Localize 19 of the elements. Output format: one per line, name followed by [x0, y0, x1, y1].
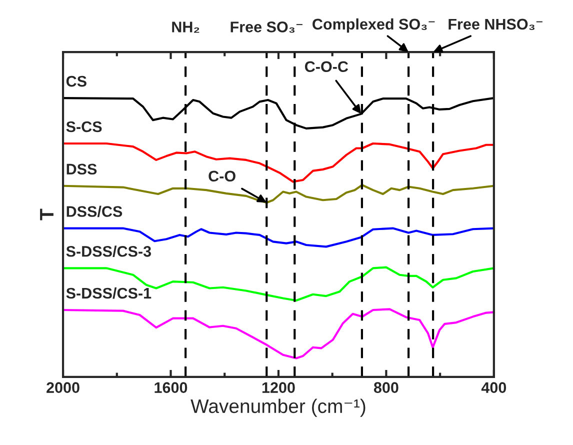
- series-label: CS: [66, 76, 86, 87]
- series-label: DSS/CS: [66, 206, 122, 218]
- x-tick-label: 2000: [46, 382, 80, 393]
- x-axis-title: Wavenumber (cm⁻¹): [190, 398, 366, 417]
- annotation: C-O: [208, 170, 236, 182]
- series-label: DSS: [66, 164, 97, 175]
- annotation: C-O-C: [305, 61, 348, 72]
- y-axis-title: T: [40, 208, 54, 220]
- x-tick-label: 1200: [262, 382, 295, 393]
- x-tick-label: 400: [481, 382, 506, 393]
- ref-line-label: Free NHSO₃⁻: [448, 18, 542, 30]
- ref-line-label: NH₂: [172, 22, 200, 33]
- ref-line-label: Complexed SO₃⁻: [312, 18, 435, 33]
- series-label: S-DSS/CS-3: [66, 246, 151, 257]
- x-tick-label: 800: [374, 382, 398, 393]
- ref-line-label: Free SO₃⁻: [230, 22, 302, 33]
- series-label: S-CS: [66, 121, 102, 132]
- x-tick-label: 1600: [154, 382, 188, 393]
- series-label: S-DSS/CS-1: [66, 287, 152, 299]
